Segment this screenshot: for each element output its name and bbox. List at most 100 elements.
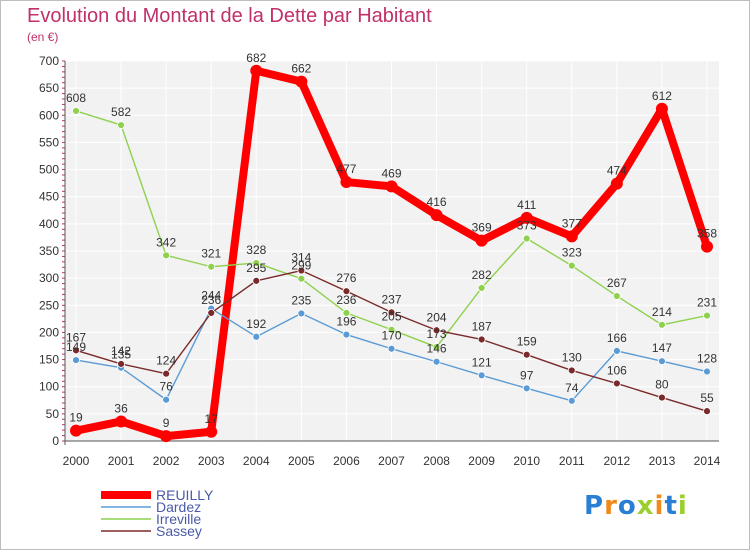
data-label: 135 — [111, 348, 131, 362]
x-tick-label: 2008 — [423, 454, 450, 468]
logo-letter: t — [664, 491, 678, 521]
data-point — [658, 357, 666, 366]
logo-letter: r — [604, 491, 618, 521]
data-point — [297, 266, 306, 275]
logo-letter: x — [636, 491, 655, 521]
data-label: 582 — [111, 105, 131, 119]
data-label: 80 — [655, 378, 669, 392]
data-label: 373 — [517, 219, 537, 233]
chart-title: Evolution du Montant de la Dette par Hab… — [27, 5, 432, 27]
data-label: 106 — [607, 363, 627, 377]
data-label: 36 — [114, 401, 128, 415]
data-point — [117, 360, 125, 368]
data-point — [522, 350, 531, 359]
data-point — [387, 325, 396, 334]
data-label: 147 — [652, 341, 672, 355]
data-label: 231 — [697, 296, 717, 310]
y-tick-label: 450 — [39, 190, 59, 204]
data-point — [522, 384, 531, 393]
data-label: 192 — [246, 317, 266, 331]
x-tick-label: 2005 — [288, 454, 315, 468]
data-point — [477, 371, 486, 380]
data-point — [207, 262, 216, 271]
data-point — [655, 102, 668, 115]
data-point — [567, 396, 576, 405]
y-tick-label: 50 — [46, 407, 60, 421]
x-tick-label: 2014 — [694, 454, 721, 468]
data-label: 170 — [381, 329, 401, 343]
data-label: 130 — [562, 350, 582, 364]
data-point — [162, 251, 171, 260]
data-label: 282 — [472, 268, 492, 282]
data-label: 19 — [69, 411, 83, 425]
data-point — [297, 274, 306, 283]
legend-label: REUILLY — [156, 487, 214, 503]
y-tick-label: 700 — [39, 54, 59, 68]
y-tick-label: 350 — [39, 244, 59, 258]
data-point — [477, 335, 486, 344]
data-label: 608 — [66, 91, 86, 105]
x-tick-label: 2004 — [243, 454, 270, 468]
data-point — [342, 330, 351, 339]
data-point — [610, 177, 623, 190]
x-tick-label: 2007 — [378, 454, 405, 468]
data-point — [520, 211, 533, 224]
data-label: 377 — [562, 216, 582, 230]
data-point — [612, 346, 621, 355]
x-tick-label: 2001 — [108, 454, 135, 468]
data-label: 17 — [205, 412, 219, 426]
data-point — [658, 393, 666, 402]
data-label: 124 — [156, 354, 176, 368]
data-label: 173 — [427, 327, 447, 341]
logo-letter: P — [584, 491, 605, 521]
data-label: 76 — [159, 380, 173, 394]
data-label: 276 — [336, 271, 356, 285]
data-label: 149 — [66, 340, 86, 354]
logo-letter: i — [677, 491, 688, 521]
data-point — [701, 240, 713, 253]
data-label: 142 — [111, 344, 131, 358]
data-point — [72, 107, 80, 115]
data-label: 358 — [697, 227, 717, 241]
data-point — [612, 379, 621, 388]
data-label: 244 — [201, 289, 221, 303]
data-label: 314 — [291, 251, 311, 265]
data-label: 74 — [565, 381, 579, 395]
data-point — [72, 356, 80, 365]
x-tick-label: 2011 — [559, 454, 585, 468]
data-label: 612 — [652, 89, 672, 103]
data-point — [250, 64, 263, 77]
data-label: 128 — [697, 352, 717, 366]
data-point — [567, 366, 576, 375]
data-label: 469 — [381, 166, 401, 180]
data-point — [703, 311, 711, 320]
data-point — [567, 261, 576, 270]
y-tick-label: 150 — [39, 353, 59, 367]
data-point — [475, 234, 488, 247]
data-label: 159 — [517, 335, 537, 349]
logo-letter: i — [654, 491, 665, 521]
data-label: 474 — [607, 164, 627, 178]
data-label: 121 — [472, 355, 492, 369]
data-point — [117, 121, 125, 129]
y-tick-label: 100 — [39, 380, 59, 394]
data-label: 342 — [156, 235, 176, 249]
data-point — [297, 309, 306, 318]
data-label: 411 — [517, 198, 536, 212]
y-tick-label: 600 — [39, 108, 59, 122]
data-point — [162, 369, 171, 378]
data-point — [703, 407, 711, 416]
data-point — [430, 209, 443, 222]
y-tick-label: 200 — [39, 325, 59, 339]
data-point — [342, 287, 351, 296]
y-tick-label: 650 — [39, 81, 59, 95]
x-tick-label: 2002 — [153, 454, 180, 468]
data-point — [205, 425, 218, 438]
data-point — [387, 308, 396, 317]
chart-subtitle: (en €) — [27, 30, 59, 44]
data-label: 295 — [246, 261, 266, 275]
y-tick-label: 0 — [52, 434, 59, 448]
data-label: 166 — [607, 331, 627, 345]
